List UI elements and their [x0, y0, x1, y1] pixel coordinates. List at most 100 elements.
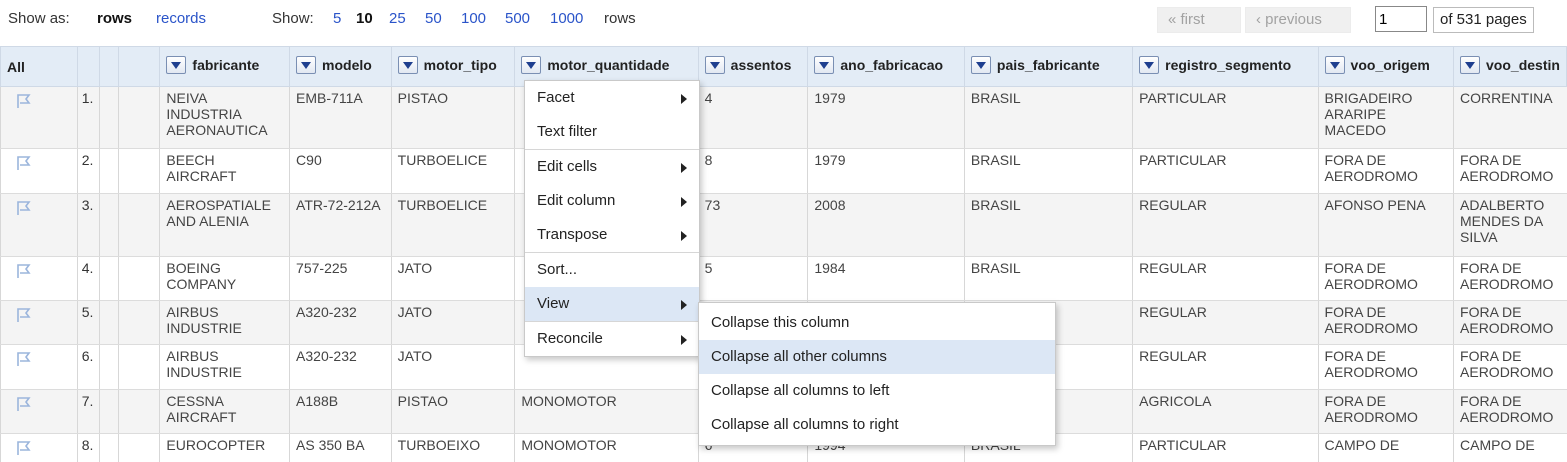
cell-registro-segmento[interactable]: REGULAR	[1132, 256, 1319, 301]
column-header-ano-fabricacao[interactable]: ano_fabricacao	[807, 46, 965, 87]
cell-registro-segmento[interactable]: AGRICOLA	[1132, 389, 1319, 434]
cell-registro-segmento[interactable]: REGULAR	[1132, 193, 1319, 257]
cell-ano-fabricacao[interactable]: 1984	[807, 256, 965, 301]
cell-voo-origem[interactable]: AFONSO PENA	[1317, 193, 1454, 257]
page-size-5[interactable]: 5	[333, 10, 342, 27]
cell-pais-fabricante[interactable]: BRASIL	[963, 256, 1133, 301]
cell-voo-destin[interactable]: FORA DE AERODROMO	[1453, 389, 1567, 434]
flag-icon[interactable]	[15, 307, 33, 323]
cell-fabricante[interactable]: NEIVA INDUSTRIA AERONAUTICA	[159, 86, 290, 149]
cell-fabricante[interactable]: BEECH AIRCRAFT	[159, 148, 290, 194]
flag-icon[interactable]	[15, 200, 33, 216]
menu-item-sort[interactable]: Sort...	[525, 253, 699, 287]
flag-icon[interactable]	[15, 263, 33, 279]
cell-voo-destin[interactable]: CAMPO DE	[1453, 433, 1567, 462]
cell-motor-tipo[interactable]: JATO	[390, 256, 515, 301]
cell-fabricante[interactable]: EUROCOPTER	[159, 433, 290, 462]
flag-cell[interactable]	[0, 344, 78, 390]
cell-voo-destin[interactable]: ADALBERTO MENDES DA SILVA	[1453, 193, 1567, 257]
cell-modelo[interactable]: ATR-72-212A	[289, 193, 392, 257]
cell-motor-tipo[interactable]: TURBOELICE	[390, 193, 515, 257]
triangle-down-icon[interactable]	[166, 56, 187, 74]
cell-voo-destin[interactable]: FORA DE AERODROMO	[1453, 344, 1567, 390]
cell-pais-fabricante[interactable]: BRASIL	[963, 148, 1133, 194]
page-number-input[interactable]	[1375, 6, 1427, 32]
cell-voo-origem[interactable]: FORA DE AERODROMO	[1317, 256, 1454, 301]
cell-motor-tipo[interactable]: PISTAO	[390, 86, 515, 149]
cell-modelo[interactable]: 757-225	[289, 256, 392, 301]
cell-assentos[interactable]: 4	[697, 86, 808, 149]
menu-item-edit-column[interactable]: Edit column	[525, 184, 699, 218]
cell-voo-origem[interactable]: FORA DE AERODROMO	[1317, 344, 1454, 390]
triangle-down-icon[interactable]	[521, 56, 542, 74]
menu-item-edit-cells[interactable]: Edit cells	[525, 150, 699, 184]
column-header-assentos[interactable]: assentos	[697, 46, 809, 87]
cell-modelo[interactable]: EMB-711A	[289, 86, 392, 149]
cell-voo-origem[interactable]: FORA DE AERODROMO	[1317, 300, 1454, 345]
flag-icon[interactable]	[15, 155, 33, 171]
cell-motor-tipo[interactable]: JATO	[390, 300, 515, 345]
cell-fabricante[interactable]: AEROSPATIALE AND ALENIA	[159, 193, 290, 257]
submenu-item-collapse-this-column[interactable]: Collapse this column	[699, 306, 1055, 340]
cell-ano-fabricacao[interactable]: 2008	[807, 193, 965, 257]
cell-motor-tipo[interactable]: PISTAO	[390, 389, 515, 434]
cell-assentos[interactable]: 5	[697, 256, 808, 301]
column-header-registro-segmento[interactable]: registro_segmento	[1132, 46, 1319, 87]
cell-fabricante[interactable]: AIRBUS INDUSTRIE	[159, 344, 290, 390]
menu-item-facet[interactable]: Facet	[525, 81, 699, 115]
menu-item-reconcile[interactable]: Reconcile	[525, 322, 699, 356]
first-page-button[interactable]: « first	[1157, 7, 1241, 33]
column-header-pais-fabricante[interactable]: pais_fabricante	[963, 46, 1134, 87]
cell-modelo[interactable]: AS 350 BA	[289, 433, 392, 462]
cell-voo-destin[interactable]: FORA DE AERODROMO	[1453, 148, 1567, 194]
cell-fabricante[interactable]: AIRBUS INDUSTRIE	[159, 300, 290, 345]
triangle-down-icon[interactable]	[814, 56, 835, 74]
flag-cell[interactable]	[0, 86, 78, 149]
show-as-rows[interactable]: rows	[97, 10, 133, 27]
page-size-25[interactable]: 25	[389, 10, 406, 27]
menu-item-transpose[interactable]: Transpose	[525, 218, 699, 252]
menu-item-text-filter[interactable]: Text filter	[525, 115, 699, 149]
cell-voo-destin[interactable]: FORA DE AERODROMO	[1453, 256, 1567, 301]
flag-icon[interactable]	[15, 93, 33, 109]
flag-cell[interactable]	[0, 256, 78, 301]
page-size-50[interactable]: 50	[425, 10, 442, 27]
show-as-records-link[interactable]: records	[156, 10, 207, 27]
cell-modelo[interactable]: A320-232	[289, 344, 392, 390]
cell-voo-origem[interactable]: CAMPO DE	[1317, 433, 1454, 462]
all-column-header[interactable]: All	[0, 46, 78, 87]
cell-assentos[interactable]: 73	[697, 193, 808, 257]
flag-icon[interactable]	[15, 440, 33, 456]
menu-item-view[interactable]: View	[525, 287, 699, 321]
column-header-fabricante[interactable]: fabricante	[159, 46, 291, 87]
cell-voo-origem[interactable]: BRIGADEIRO ARARIPE MACEDO	[1317, 86, 1454, 149]
triangle-down-icon[interactable]	[397, 56, 418, 74]
flag-cell[interactable]	[0, 148, 78, 194]
triangle-down-icon[interactable]	[970, 56, 991, 74]
triangle-down-icon[interactable]	[704, 56, 725, 74]
submenu-item-collapse-columns-left[interactable]: Collapse all columns to left	[699, 374, 1055, 408]
cell-ano-fabricacao[interactable]: 1979	[807, 148, 965, 194]
flag-cell[interactable]	[0, 300, 78, 345]
triangle-down-icon[interactable]	[1460, 56, 1481, 74]
cell-fabricante[interactable]: CESSNA AIRCRAFT	[159, 389, 290, 434]
cell-registro-segmento[interactable]: PARTICULAR	[1132, 433, 1319, 462]
cell-modelo[interactable]: C90	[289, 148, 392, 194]
cell-pais-fabricante[interactable]: BRASIL	[963, 193, 1133, 257]
triangle-down-icon[interactable]	[1139, 56, 1160, 74]
flag-icon[interactable]	[15, 396, 33, 412]
cell-motor-tipo[interactable]: TURBOELICE	[390, 148, 515, 194]
triangle-down-icon[interactable]	[1324, 56, 1345, 74]
cell-modelo[interactable]: A320-232	[289, 300, 392, 345]
flag-cell[interactable]	[0, 193, 78, 257]
triangle-down-icon[interactable]	[296, 56, 317, 74]
submenu-item-collapse-columns-right[interactable]: Collapse all columns to right	[699, 408, 1055, 442]
column-header-motor-tipo[interactable]: motor_tipo	[390, 46, 516, 87]
cell-voo-origem[interactable]: FORA DE AERODROMO	[1317, 389, 1454, 434]
cell-motor-tipo[interactable]: JATO	[390, 344, 515, 390]
flag-cell[interactable]	[0, 433, 78, 462]
previous-page-button[interactable]: ‹ previous	[1245, 7, 1351, 33]
column-header-voo-origem[interactable]: voo_origem	[1317, 46, 1455, 87]
page-size-1000[interactable]: 1000	[550, 10, 584, 27]
cell-registro-segmento[interactable]: PARTICULAR	[1132, 148, 1319, 194]
